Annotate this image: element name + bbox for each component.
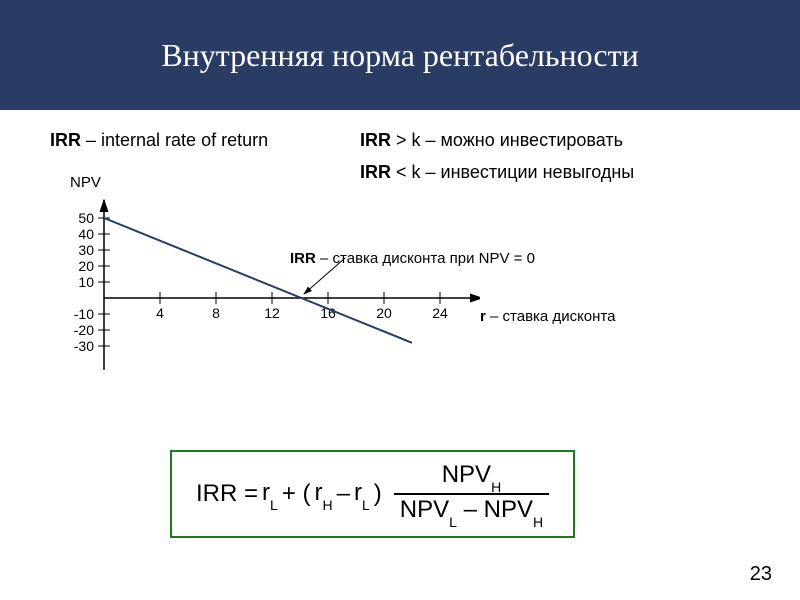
svg-text:30: 30 [78, 242, 94, 258]
condition-1: IRR > k – можно инвестировать [360, 130, 623, 151]
chart-area: 48121620245040302010-10-20-30 [60, 190, 480, 430]
svg-text:40: 40 [78, 226, 94, 242]
formula-fraction: NPVH NPVL – NPVH [394, 462, 549, 526]
svg-text:-10: -10 [74, 306, 94, 322]
svg-text:20: 20 [376, 305, 392, 321]
formula: IRR = rL + ( rH – rL ) NPVH NPVL – NPVH [196, 462, 549, 526]
formula-rH: rH [315, 479, 333, 509]
svg-text:50: 50 [78, 210, 94, 226]
irr-def-rest: – internal rate of return [81, 130, 268, 150]
cond1-rest: > k – можно инвестировать [391, 130, 623, 150]
svg-text:-30: -30 [74, 338, 94, 354]
svg-text:-20: -20 [74, 322, 94, 338]
irr-definition: IRR – internal rate of return [50, 130, 268, 151]
svg-text:20: 20 [78, 258, 94, 274]
svg-text:10: 10 [78, 274, 94, 290]
condition-2: IRR < k – инвестиции невыгодны [360, 162, 634, 183]
formula-lhs: IRR = [196, 480, 258, 508]
svg-text:12: 12 [264, 305, 280, 321]
irr-def-bold: IRR [50, 130, 81, 150]
x-axis-label: r – ставка дисконта [480, 308, 615, 325]
chart-svg: 48121620245040302010-10-20-30 [60, 190, 480, 430]
formula-minus: – [337, 480, 350, 508]
formula-box: IRR = rL + ( rH – rL ) NPVH NPVL – NPVH [170, 450, 575, 538]
y-axis-label: NPV [70, 174, 101, 191]
cond2-rest: < k – инвестиции невыгодны [391, 162, 634, 182]
header-band: Внутренняя норма рентабельности [0, 0, 800, 110]
frac-numerator: NPVH [436, 462, 507, 493]
slide-title: Внутренняя норма рентабельности [161, 37, 638, 74]
x-axis-rest: – ставка дисконта [486, 308, 616, 325]
content-area: IRR – internal rate of return IRR > k – … [0, 110, 800, 600]
formula-rL2: rL [354, 479, 370, 509]
formula-rL: rL [262, 479, 278, 509]
cond2-bold: IRR [360, 162, 391, 182]
formula-close: ) [374, 480, 382, 508]
cond1-bold: IRR [360, 130, 391, 150]
page-number: 23 [750, 563, 772, 586]
svg-text:8: 8 [212, 305, 220, 321]
svg-text:4: 4 [156, 305, 164, 321]
svg-text:24: 24 [432, 305, 448, 321]
frac-denominator: NPVL – NPVH [394, 493, 549, 526]
formula-plus: + ( [282, 480, 311, 508]
